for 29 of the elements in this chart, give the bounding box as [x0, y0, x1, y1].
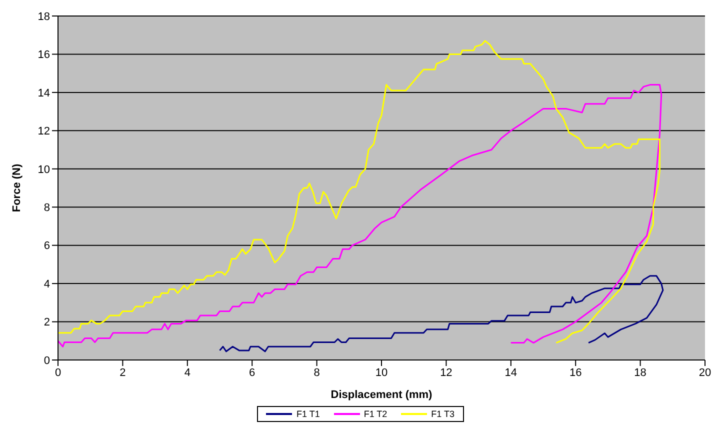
- y-tick-label: 4: [44, 278, 50, 290]
- x-tick-label: 20: [698, 366, 712, 379]
- x-tick-label: 4: [184, 366, 190, 379]
- x-tick-label: 0: [54, 366, 62, 379]
- y-tick-label: 12: [38, 126, 50, 138]
- x-tick-label: 6: [249, 366, 256, 379]
- y-tick-label: 16: [38, 49, 50, 62]
- y-axis-title: Force (N): [10, 164, 23, 212]
- line-series: [58, 40, 660, 344]
- y-tick-label: 2: [44, 316, 50, 329]
- x-tick-label: 8: [314, 366, 320, 379]
- legend-label: F1 T2: [364, 409, 388, 419]
- x-tick-label: 10: [375, 366, 388, 379]
- x-tick-label: 12: [440, 366, 452, 379]
- y-tick-label: 10: [38, 164, 50, 176]
- x-tick-label: 16: [569, 366, 582, 379]
- line-series: [58, 84, 662, 348]
- x-tick-label: 2: [120, 366, 126, 379]
- y-tick-label: 6: [44, 240, 50, 252]
- y-tick-label: 18: [38, 10, 50, 23]
- x-axis-title: Displacement (mm): [330, 389, 433, 401]
- y-tick-label: 8: [44, 202, 50, 214]
- x-tick-label: 14: [504, 366, 518, 379]
- legend-label: F1 T1: [296, 409, 320, 419]
- y-tick-label: 14: [38, 87, 50, 100]
- line-series: [219, 275, 664, 352]
- x-tick-label: 18: [634, 366, 646, 379]
- legend-label: F1 T3: [431, 409, 455, 419]
- y-tick-label: 0: [44, 354, 50, 367]
